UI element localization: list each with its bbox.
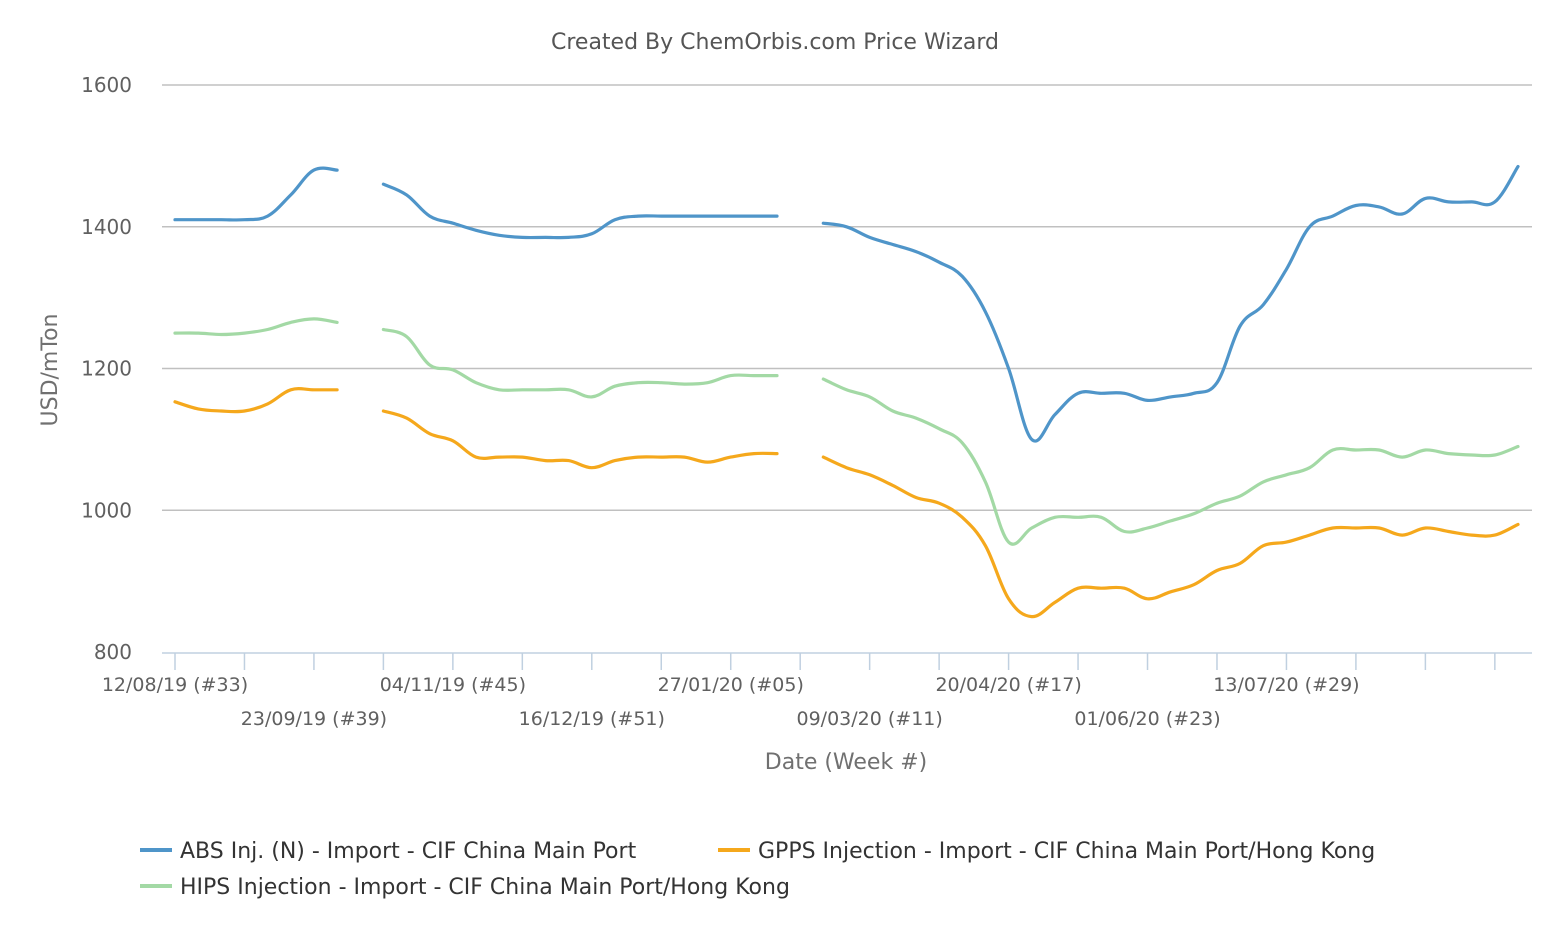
series-line-abs-segment-3[interactable]	[821, 164, 1520, 443]
y-tick-label: 800	[94, 640, 132, 664]
series-line-gpps-segment-3[interactable]	[821, 455, 1520, 619]
x-tick-label: 16/12/19 (#51)	[519, 708, 665, 730]
y-tick-label: 1000	[81, 498, 132, 522]
y-axis-title: USD/mTon	[38, 314, 63, 427]
x-axis: 12/08/19 (#33) 23/09/19 (#39) 04/11/19 (#4…	[102, 652, 1532, 730]
x-tick-label: 01/06/20 (#23)	[1074, 708, 1220, 730]
series-line-hips-segment-1[interactable]	[173, 317, 339, 337]
legend-item-gpps[interactable]: GPPS Injection - Import - CIF China Main…	[718, 839, 1375, 864]
series-lines	[173, 164, 1520, 619]
x-tick-label: 27/01/20 (#05)	[658, 674, 804, 696]
series-line-hips-segment-3[interactable]	[821, 377, 1520, 546]
x-tick-label: 20/04/20 (#17)	[935, 674, 1081, 696]
y-tick-label: 1600	[81, 73, 132, 97]
x-tick-label: 09/03/20 (#11)	[797, 708, 943, 730]
series-line-hips-segment-2[interactable]	[381, 327, 779, 399]
series-line-gpps-segment-2[interactable]	[381, 409, 779, 470]
series-line-abs-segment-1[interactable]	[173, 166, 339, 222]
x-axis-title: Date (Week #)	[765, 750, 927, 775]
chart-title: Created By ChemOrbis.com Price Wizard	[551, 30, 999, 55]
legend-item-abs[interactable]: ABS Inj. (N) - Import - CIF China Main P…	[140, 839, 637, 864]
legend-label: HIPS Injection - Import - CIF China Main…	[180, 875, 790, 900]
x-tick-label: 04/11/19 (#45)	[380, 674, 526, 696]
y-tick-label: 1200	[81, 357, 132, 381]
legend-item-hips[interactable]: HIPS Injection - Import - CIF China Main…	[140, 875, 790, 900]
y-tick-labels: 800 1000 1200 1400 1600	[81, 73, 132, 664]
gridlines	[162, 84, 1532, 511]
x-tick-label: 23/09/19 (#39)	[241, 708, 387, 730]
legend-label: GPPS Injection - Import - CIF China Main…	[758, 839, 1375, 864]
x-tick-label: 13/07/20 (#29)	[1213, 674, 1359, 696]
legend: ABS Inj. (N) - Import - CIF China Main P…	[140, 839, 1375, 900]
series-line-abs-segment-2[interactable]	[381, 182, 779, 240]
legend-label: ABS Inj. (N) - Import - CIF China Main P…	[180, 839, 637, 864]
series-line-gpps-segment-1[interactable]	[173, 387, 339, 414]
x-tick-label: 12/08/19 (#33)	[102, 674, 248, 696]
y-tick-label: 1400	[81, 215, 132, 239]
